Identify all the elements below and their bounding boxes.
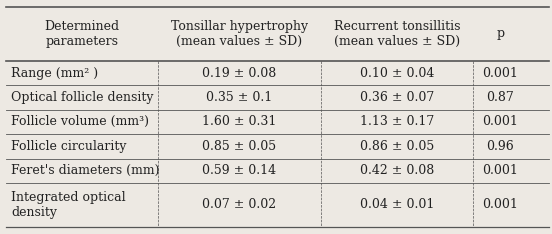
Text: 1.60 ± 0.31: 1.60 ± 0.31 — [202, 115, 277, 128]
Text: 0.001: 0.001 — [482, 66, 518, 80]
Text: 0.07 ± 0.02: 0.07 ± 0.02 — [202, 198, 277, 212]
Text: 0.59 ± 0.14: 0.59 ± 0.14 — [202, 164, 277, 177]
Text: 0.19 ± 0.08: 0.19 ± 0.08 — [202, 66, 277, 80]
Text: Range (mm² ): Range (mm² ) — [11, 66, 98, 80]
Text: 0.35 ± 0.1: 0.35 ± 0.1 — [206, 91, 273, 104]
Text: 0.04 ± 0.01: 0.04 ± 0.01 — [360, 198, 434, 212]
Text: Follicle volume (mm³): Follicle volume (mm³) — [11, 115, 149, 128]
Text: 0.36 ± 0.07: 0.36 ± 0.07 — [360, 91, 434, 104]
Text: Feret's diameters (mm): Feret's diameters (mm) — [11, 164, 160, 177]
Text: 0.10 ± 0.04: 0.10 ± 0.04 — [360, 66, 434, 80]
Text: Follicle circularity: Follicle circularity — [11, 140, 126, 153]
Text: Optical follicle density: Optical follicle density — [11, 91, 153, 104]
Text: Determined
parameters: Determined parameters — [44, 20, 119, 48]
Text: Tonsillar hypertrophy
(mean values ± SD): Tonsillar hypertrophy (mean values ± SD) — [171, 20, 308, 48]
Text: 1.13 ± 0.17: 1.13 ± 0.17 — [360, 115, 434, 128]
Text: 0.96: 0.96 — [486, 140, 514, 153]
Text: Integrated optical
density: Integrated optical density — [11, 191, 126, 219]
Text: 0.87: 0.87 — [486, 91, 514, 104]
Text: 0.85 ± 0.05: 0.85 ± 0.05 — [202, 140, 277, 153]
Text: 0.001: 0.001 — [482, 198, 518, 212]
Text: 0.001: 0.001 — [482, 115, 518, 128]
Text: 0.86 ± 0.05: 0.86 ± 0.05 — [360, 140, 434, 153]
Text: Recurrent tonsillitis
(mean values ± SD): Recurrent tonsillitis (mean values ± SD) — [334, 20, 460, 48]
Text: p: p — [496, 27, 505, 40]
Text: 0.001: 0.001 — [482, 164, 518, 177]
Text: 0.42 ± 0.08: 0.42 ± 0.08 — [360, 164, 434, 177]
